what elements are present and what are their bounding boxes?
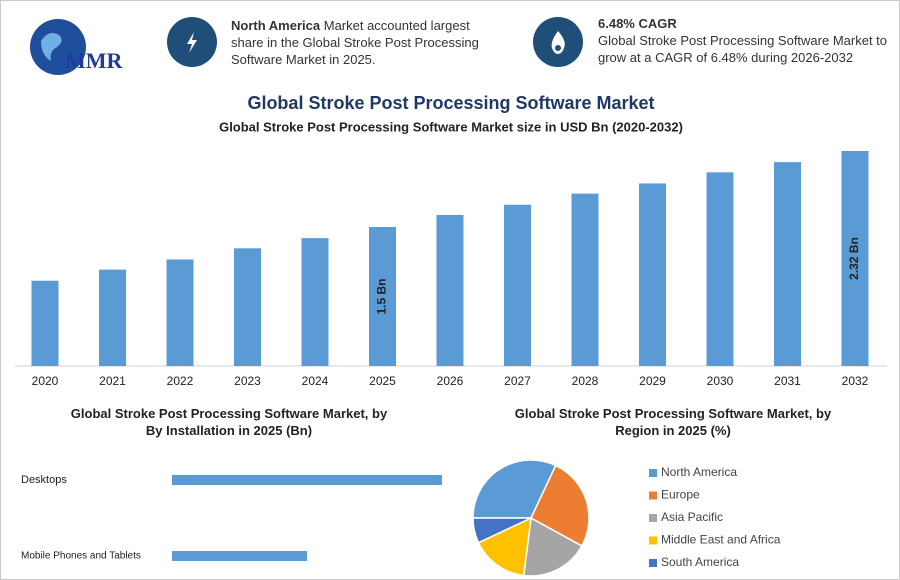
chart-title: Global Stroke Post Processing Software M… xyxy=(515,406,832,438)
pie-slice xyxy=(472,517,532,544)
x-tick-label: 2029 xyxy=(639,374,666,388)
bar xyxy=(369,226,396,366)
logo: MMR xyxy=(30,19,124,75)
pie-slice xyxy=(522,516,583,577)
bar xyxy=(99,269,126,366)
x-tick-label: 2024 xyxy=(302,374,329,388)
x-tick-label: 2026 xyxy=(437,374,464,388)
bar xyxy=(706,172,734,366)
bar xyxy=(31,280,59,366)
x-tick-label: 2027 xyxy=(504,374,531,388)
bar xyxy=(774,162,801,366)
bar xyxy=(301,238,329,366)
bar xyxy=(166,259,194,366)
highlight-bold: North America xyxy=(231,18,321,33)
legend-label: South America xyxy=(661,555,739,569)
x-tick-label: 2023 xyxy=(234,374,261,388)
x-tick-label: 2030 xyxy=(707,374,734,388)
legend-label: North America xyxy=(661,465,737,479)
chart-subtitle: Global Stroke Post Processing Software M… xyxy=(219,119,683,134)
legend-label: Europe xyxy=(661,488,700,502)
bar xyxy=(172,551,307,561)
x-tick-label: 2031 xyxy=(774,374,801,388)
legend-swatch xyxy=(649,491,657,500)
category-label: Desktops xyxy=(21,474,67,486)
logo-text: MMR xyxy=(65,48,124,73)
legend-label: Middle East and Africa xyxy=(661,533,781,547)
legend-swatch xyxy=(649,514,657,522)
icon-flame xyxy=(533,17,583,67)
x-tick-label: 2032 xyxy=(842,374,869,388)
highlight-text: Global Stroke Post Processing Software M… xyxy=(598,33,888,65)
value-label: 2.32 Bn xyxy=(847,237,861,280)
x-tick-label: 2022 xyxy=(167,374,194,388)
bar xyxy=(571,193,599,366)
x-tick-label: 2025 xyxy=(369,374,396,388)
highlight: 6.48% CAGR Global Stroke Post Processing… xyxy=(598,15,893,66)
pie-slice xyxy=(472,459,557,519)
highlight: North America Market accounted largest s… xyxy=(231,17,501,68)
bar xyxy=(234,248,261,366)
bar xyxy=(436,214,464,366)
x-tick-label: 2028 xyxy=(572,374,599,388)
chart-title: Global Stroke Post Processing Software M… xyxy=(71,406,388,438)
highlight-bold: 6.48% CAGR xyxy=(598,16,677,31)
pie-slice xyxy=(477,516,532,577)
bar xyxy=(172,475,442,485)
bar xyxy=(841,151,869,366)
legend-swatch xyxy=(649,536,657,545)
logo-globe xyxy=(30,19,86,75)
highlight-text: Market accounted largest share in the Gl… xyxy=(231,18,479,67)
x-tick-label: 2020 xyxy=(32,374,59,388)
bar xyxy=(639,183,666,366)
icon-lightning xyxy=(167,17,217,67)
bar xyxy=(504,204,531,366)
legend-swatch xyxy=(649,559,657,567)
value-label: 1.5 Bn xyxy=(375,278,389,314)
legend-swatch xyxy=(649,469,657,477)
x-tick-label: 2021 xyxy=(99,374,126,388)
main-title: Global Stroke Post Processing Software M… xyxy=(247,93,654,113)
legend-label: Asia Pacific xyxy=(661,510,723,524)
category-label: Mobile Phones and Tablets xyxy=(21,551,141,562)
